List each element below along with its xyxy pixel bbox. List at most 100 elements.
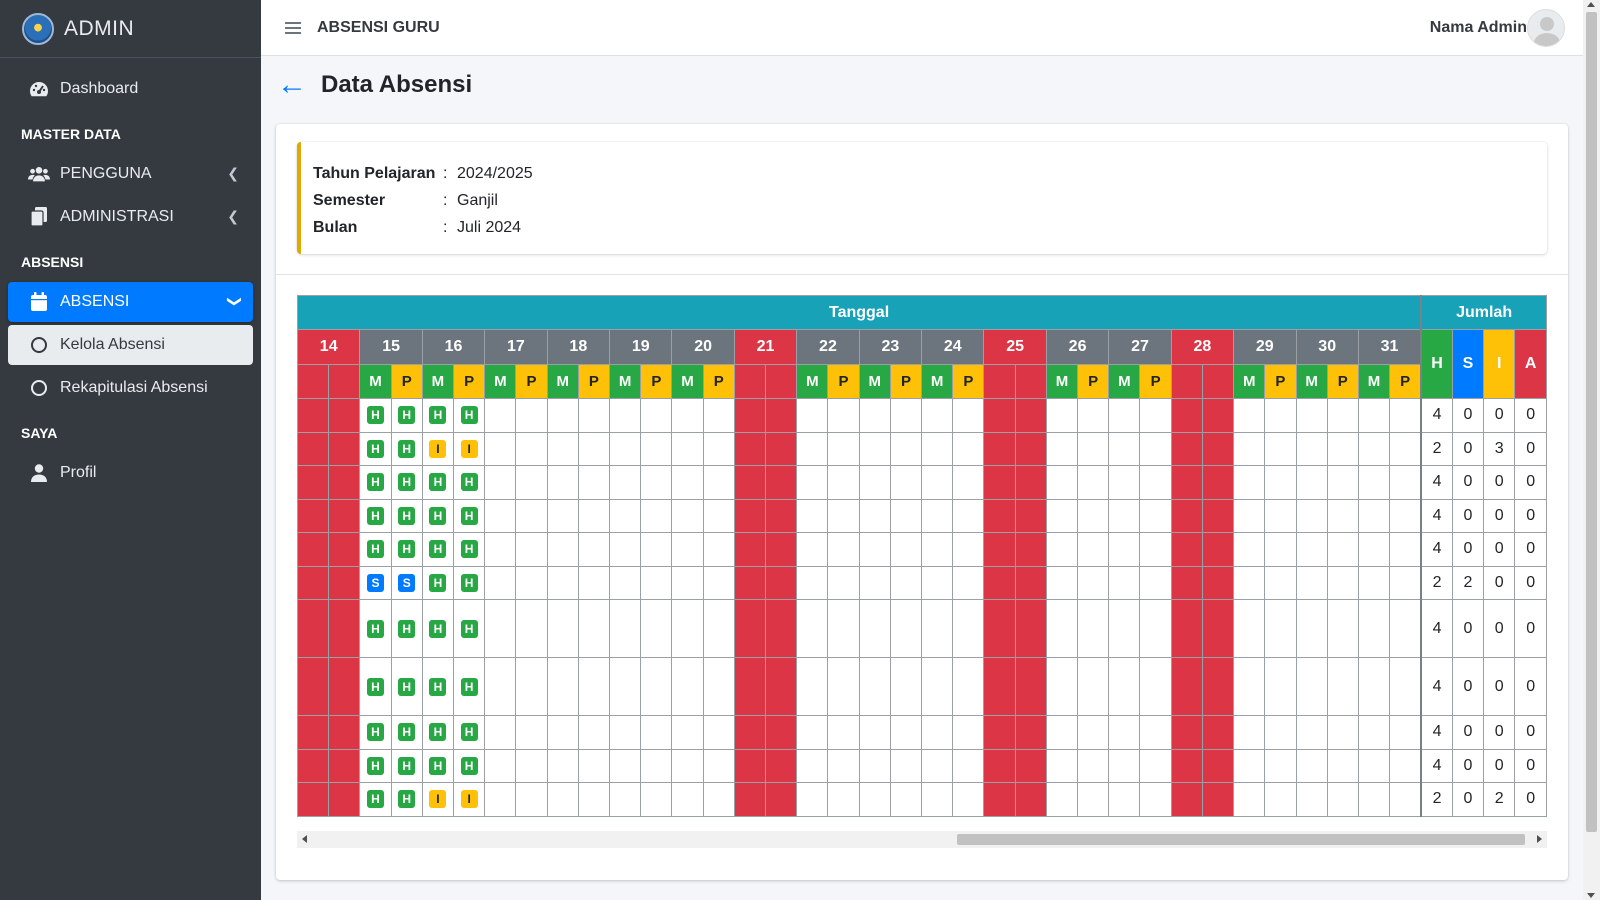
status-badge[interactable]: S bbox=[367, 573, 384, 592]
sidebar-item-absensi[interactable]: ABSENSI ❮ bbox=[8, 282, 253, 322]
status-badge[interactable]: H bbox=[398, 677, 416, 696]
status-badge[interactable]: H bbox=[460, 540, 478, 559]
sidebar-item-profil[interactable]: Profil bbox=[8, 453, 253, 493]
status-badge[interactable]: I bbox=[460, 439, 478, 458]
attendance-cell bbox=[796, 657, 829, 716]
status-badge[interactable]: H bbox=[460, 473, 478, 492]
status-badge[interactable]: H bbox=[460, 406, 478, 425]
attendance-table-wrapper[interactable]: Tanggal Jumlah 14 15 16 17 18 19 20 21 22 23 24 25 2… bbox=[297, 295, 1547, 823]
summary-cell: 0 bbox=[1483, 565, 1516, 600]
status-badge[interactable]: H bbox=[460, 573, 478, 592]
scrollbar-thumb[interactable] bbox=[1586, 12, 1597, 832]
horizontal-scrollbar[interactable] bbox=[297, 831, 1547, 848]
status-badge[interactable]: H bbox=[398, 406, 416, 425]
day-header: 22 bbox=[796, 329, 860, 365]
status-badge[interactable]: H bbox=[429, 406, 447, 425]
status-badge[interactable]: H bbox=[398, 506, 416, 525]
status-badge[interactable]: H bbox=[429, 619, 447, 638]
status-badge[interactable]: H bbox=[398, 619, 416, 638]
day-header: 24 bbox=[921, 329, 985, 365]
info-separator: : bbox=[443, 164, 448, 182]
status-badge[interactable]: H bbox=[429, 756, 447, 775]
status-badge[interactable]: S bbox=[398, 573, 416, 592]
scrollbar-thumb[interactable] bbox=[957, 834, 1525, 845]
status-badge[interactable]: H bbox=[429, 677, 447, 696]
status-badge[interactable]: H bbox=[398, 540, 416, 559]
summary-header: A bbox=[1514, 329, 1547, 399]
status-badge[interactable]: H bbox=[398, 756, 416, 775]
holiday-cell bbox=[297, 532, 330, 567]
attendance-cell bbox=[952, 782, 985, 817]
sidebar-item-pengguna[interactable]: PENGGUNA ❮ bbox=[8, 154, 253, 194]
status-badge[interactable]: H bbox=[398, 473, 416, 492]
status-badge[interactable]: H bbox=[367, 619, 384, 638]
status-badge[interactable]: H bbox=[429, 540, 447, 559]
status-badge[interactable]: I bbox=[429, 439, 447, 458]
chevron-left-icon: ❮ bbox=[227, 208, 239, 224]
attendance-cell bbox=[889, 715, 923, 750]
status-badge[interactable]: H bbox=[429, 573, 447, 592]
holiday-cell bbox=[983, 431, 1016, 466]
attendance-cell bbox=[1389, 532, 1422, 567]
attendance-cell: H bbox=[453, 532, 486, 567]
status-badge[interactable]: I bbox=[429, 790, 447, 809]
status-badge[interactable]: H bbox=[460, 619, 478, 638]
scroll-down-icon[interactable] bbox=[1587, 893, 1595, 898]
status-badge[interactable]: H bbox=[429, 473, 447, 492]
user-name[interactable]: Nama Admin bbox=[1429, 18, 1527, 36]
attendance-cell bbox=[1295, 431, 1328, 466]
holiday-cell bbox=[1014, 599, 1047, 658]
attendance-cell bbox=[1295, 565, 1328, 600]
status-badge[interactable]: H bbox=[367, 406, 384, 425]
scroll-up-icon[interactable] bbox=[1587, 2, 1595, 7]
avatar[interactable] bbox=[1527, 9, 1565, 47]
menu-toggle-icon[interactable] bbox=[285, 21, 301, 34]
status-badge[interactable]: I bbox=[460, 790, 478, 809]
status-badge[interactable]: H bbox=[367, 790, 384, 809]
tanggal-header: Tanggal bbox=[297, 295, 1422, 330]
status-badge[interactable]: H bbox=[367, 439, 384, 458]
brand[interactable]: ADMIN bbox=[0, 0, 261, 58]
status-badge[interactable]: H bbox=[367, 540, 384, 559]
status-badge[interactable]: H bbox=[367, 473, 384, 492]
attendance-cell bbox=[921, 431, 954, 466]
attendance-cell bbox=[1295, 599, 1328, 658]
status-badge[interactable]: H bbox=[398, 723, 416, 742]
status-badge[interactable]: H bbox=[398, 439, 416, 458]
holiday-cell bbox=[983, 532, 1016, 567]
holiday-cell bbox=[1170, 748, 1203, 783]
status-badge[interactable]: H bbox=[460, 723, 478, 742]
attendance-cell bbox=[484, 599, 517, 658]
slot-header-m: M bbox=[1045, 364, 1079, 399]
attendance-cell bbox=[1326, 599, 1359, 658]
sidebar-item-kelola-absensi[interactable]: Kelola Absensi bbox=[8, 325, 253, 365]
summary-cell: 0 bbox=[1514, 748, 1547, 783]
holiday-cell bbox=[1014, 657, 1047, 716]
status-badge[interactable]: H bbox=[367, 506, 384, 525]
status-badge[interactable]: H bbox=[429, 723, 447, 742]
attendance-cell bbox=[827, 782, 860, 817]
vertical-scrollbar[interactable] bbox=[1583, 0, 1600, 900]
status-badge[interactable]: H bbox=[367, 723, 384, 742]
scroll-left-icon[interactable] bbox=[302, 835, 307, 843]
status-badge[interactable]: H bbox=[460, 677, 478, 696]
attendance-cell bbox=[796, 599, 829, 658]
status-badge[interactable]: H bbox=[429, 506, 447, 525]
status-badge[interactable]: H bbox=[398, 790, 416, 809]
sidebar-item-rekapitulasi-absensi[interactable]: Rekapitulasi Absensi bbox=[8, 368, 253, 408]
status-badge[interactable]: H bbox=[460, 506, 478, 525]
attendance-cell bbox=[889, 465, 923, 500]
attendance-cell bbox=[952, 532, 985, 567]
status-badge[interactable]: H bbox=[367, 677, 384, 696]
status-badge[interactable]: H bbox=[460, 756, 478, 775]
scroll-right-icon[interactable] bbox=[1537, 835, 1542, 843]
circle-icon bbox=[28, 378, 50, 398]
status-badge[interactable]: H bbox=[367, 756, 384, 775]
back-arrow-icon[interactable]: ← bbox=[277, 68, 307, 101]
attendance-cell bbox=[921, 465, 954, 500]
sidebar-item-administrasi[interactable]: ADMINISTRASI ❮ bbox=[8, 197, 253, 237]
summary-cell: 0 bbox=[1514, 465, 1547, 500]
sidebar-item-dashboard[interactable]: Dashboard bbox=[8, 69, 253, 109]
attendance-cell: H bbox=[359, 498, 392, 533]
